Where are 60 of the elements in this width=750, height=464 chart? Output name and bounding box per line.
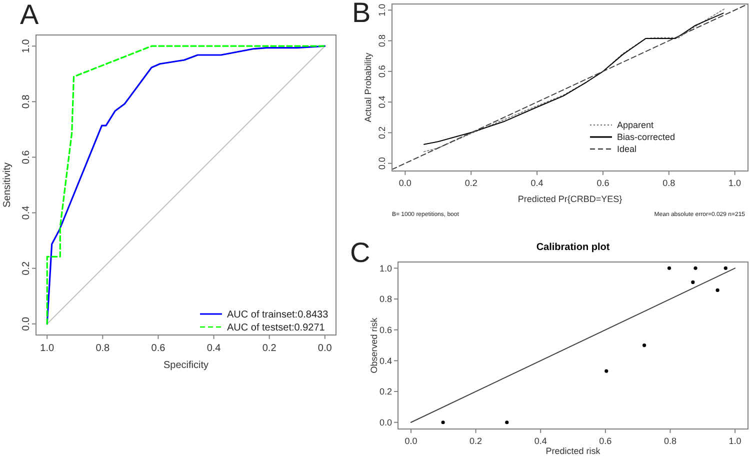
x-tick-label: 0.4: [530, 178, 544, 188]
legend-label: Ideal: [617, 144, 637, 154]
y-tick-label: 0.4: [377, 96, 387, 108]
x-tick-label: 1.0: [728, 178, 742, 188]
text: A: [20, 0, 39, 30]
point: [604, 369, 608, 373]
chart-title: Calibration plot: [536, 242, 610, 253]
y-tick-label: 0.0: [21, 316, 32, 331]
y-tick-label: 0.4: [21, 205, 32, 220]
y-tick-label: 0.8: [377, 34, 387, 48]
x-tick-label: 0.0: [404, 436, 418, 446]
x-tick-label: 0.4: [206, 343, 222, 354]
point: [642, 343, 646, 348]
x-tick-label: 0.0: [318, 343, 332, 354]
point: [441, 420, 445, 424]
x-tick-label: 1.0: [40, 343, 54, 354]
y-tick-label: 0.4: [379, 356, 392, 366]
text: C: [350, 237, 370, 268]
x-axis-title: Predicted Pr{CRBD=YES}: [518, 194, 622, 204]
x-tick-label: 0.4: [534, 436, 547, 446]
y-axis-title: Observed risk: [369, 317, 379, 374]
point: [724, 266, 728, 270]
y-tick-label: 0.8: [379, 294, 392, 304]
y-axis-title: Sensitivity: [2, 162, 13, 208]
legend-label: Bias-corrected: [617, 132, 676, 142]
x-tick-label: 0.6: [596, 178, 610, 188]
y-tick-label: 1.0: [377, 4, 387, 16]
x-tick-label: 0.2: [262, 343, 277, 354]
legend-label: AUC of testset:0.9271: [227, 322, 326, 334]
legend-label: Apparent: [617, 120, 654, 130]
y-tick-label: 1.0: [21, 38, 32, 54]
y-tick-label: 0.6: [377, 65, 387, 78]
x-tick-label: 0.2: [470, 436, 482, 446]
point: [694, 266, 698, 270]
x-tick-label: 0.8: [96, 343, 110, 354]
x-tick-label: 0.8: [664, 436, 676, 446]
legend-label: AUC of trainset:0.8433: [227, 310, 329, 320]
x-tick-label: 0.6: [151, 343, 166, 354]
point: [691, 280, 695, 284]
x-axis-title: Specificity: [163, 360, 209, 371]
y-tick-label: 0.2: [377, 126, 387, 139]
y-tick-label: 0.6: [379, 325, 392, 335]
y-tick-label: 0.2: [379, 386, 392, 397]
y-tick-label: 0.0: [377, 157, 387, 170]
point: [505, 420, 509, 424]
y-tick-label: 0.8: [21, 94, 32, 109]
point: [667, 266, 672, 270]
x-tick-label: 0.0: [398, 178, 412, 188]
text: B: [352, 0, 371, 28]
y-tick-label: 0.2: [21, 260, 32, 276]
y-axis-title: Actual Probability: [363, 52, 373, 122]
x-tick-label: 1.0: [728, 436, 742, 446]
x-tick-label: 0.2: [464, 178, 478, 188]
x-axis-title: Predicted risk: [546, 446, 601, 456]
x-tick-label: 0.8: [662, 178, 676, 188]
point: [716, 288, 720, 292]
y-tick-label: 0.0: [379, 418, 392, 428]
x-tick-label: 0.6: [599, 436, 612, 446]
y-tick-label: 1.0: [379, 263, 392, 274]
y-tick-label: 0.6: [21, 150, 32, 164]
